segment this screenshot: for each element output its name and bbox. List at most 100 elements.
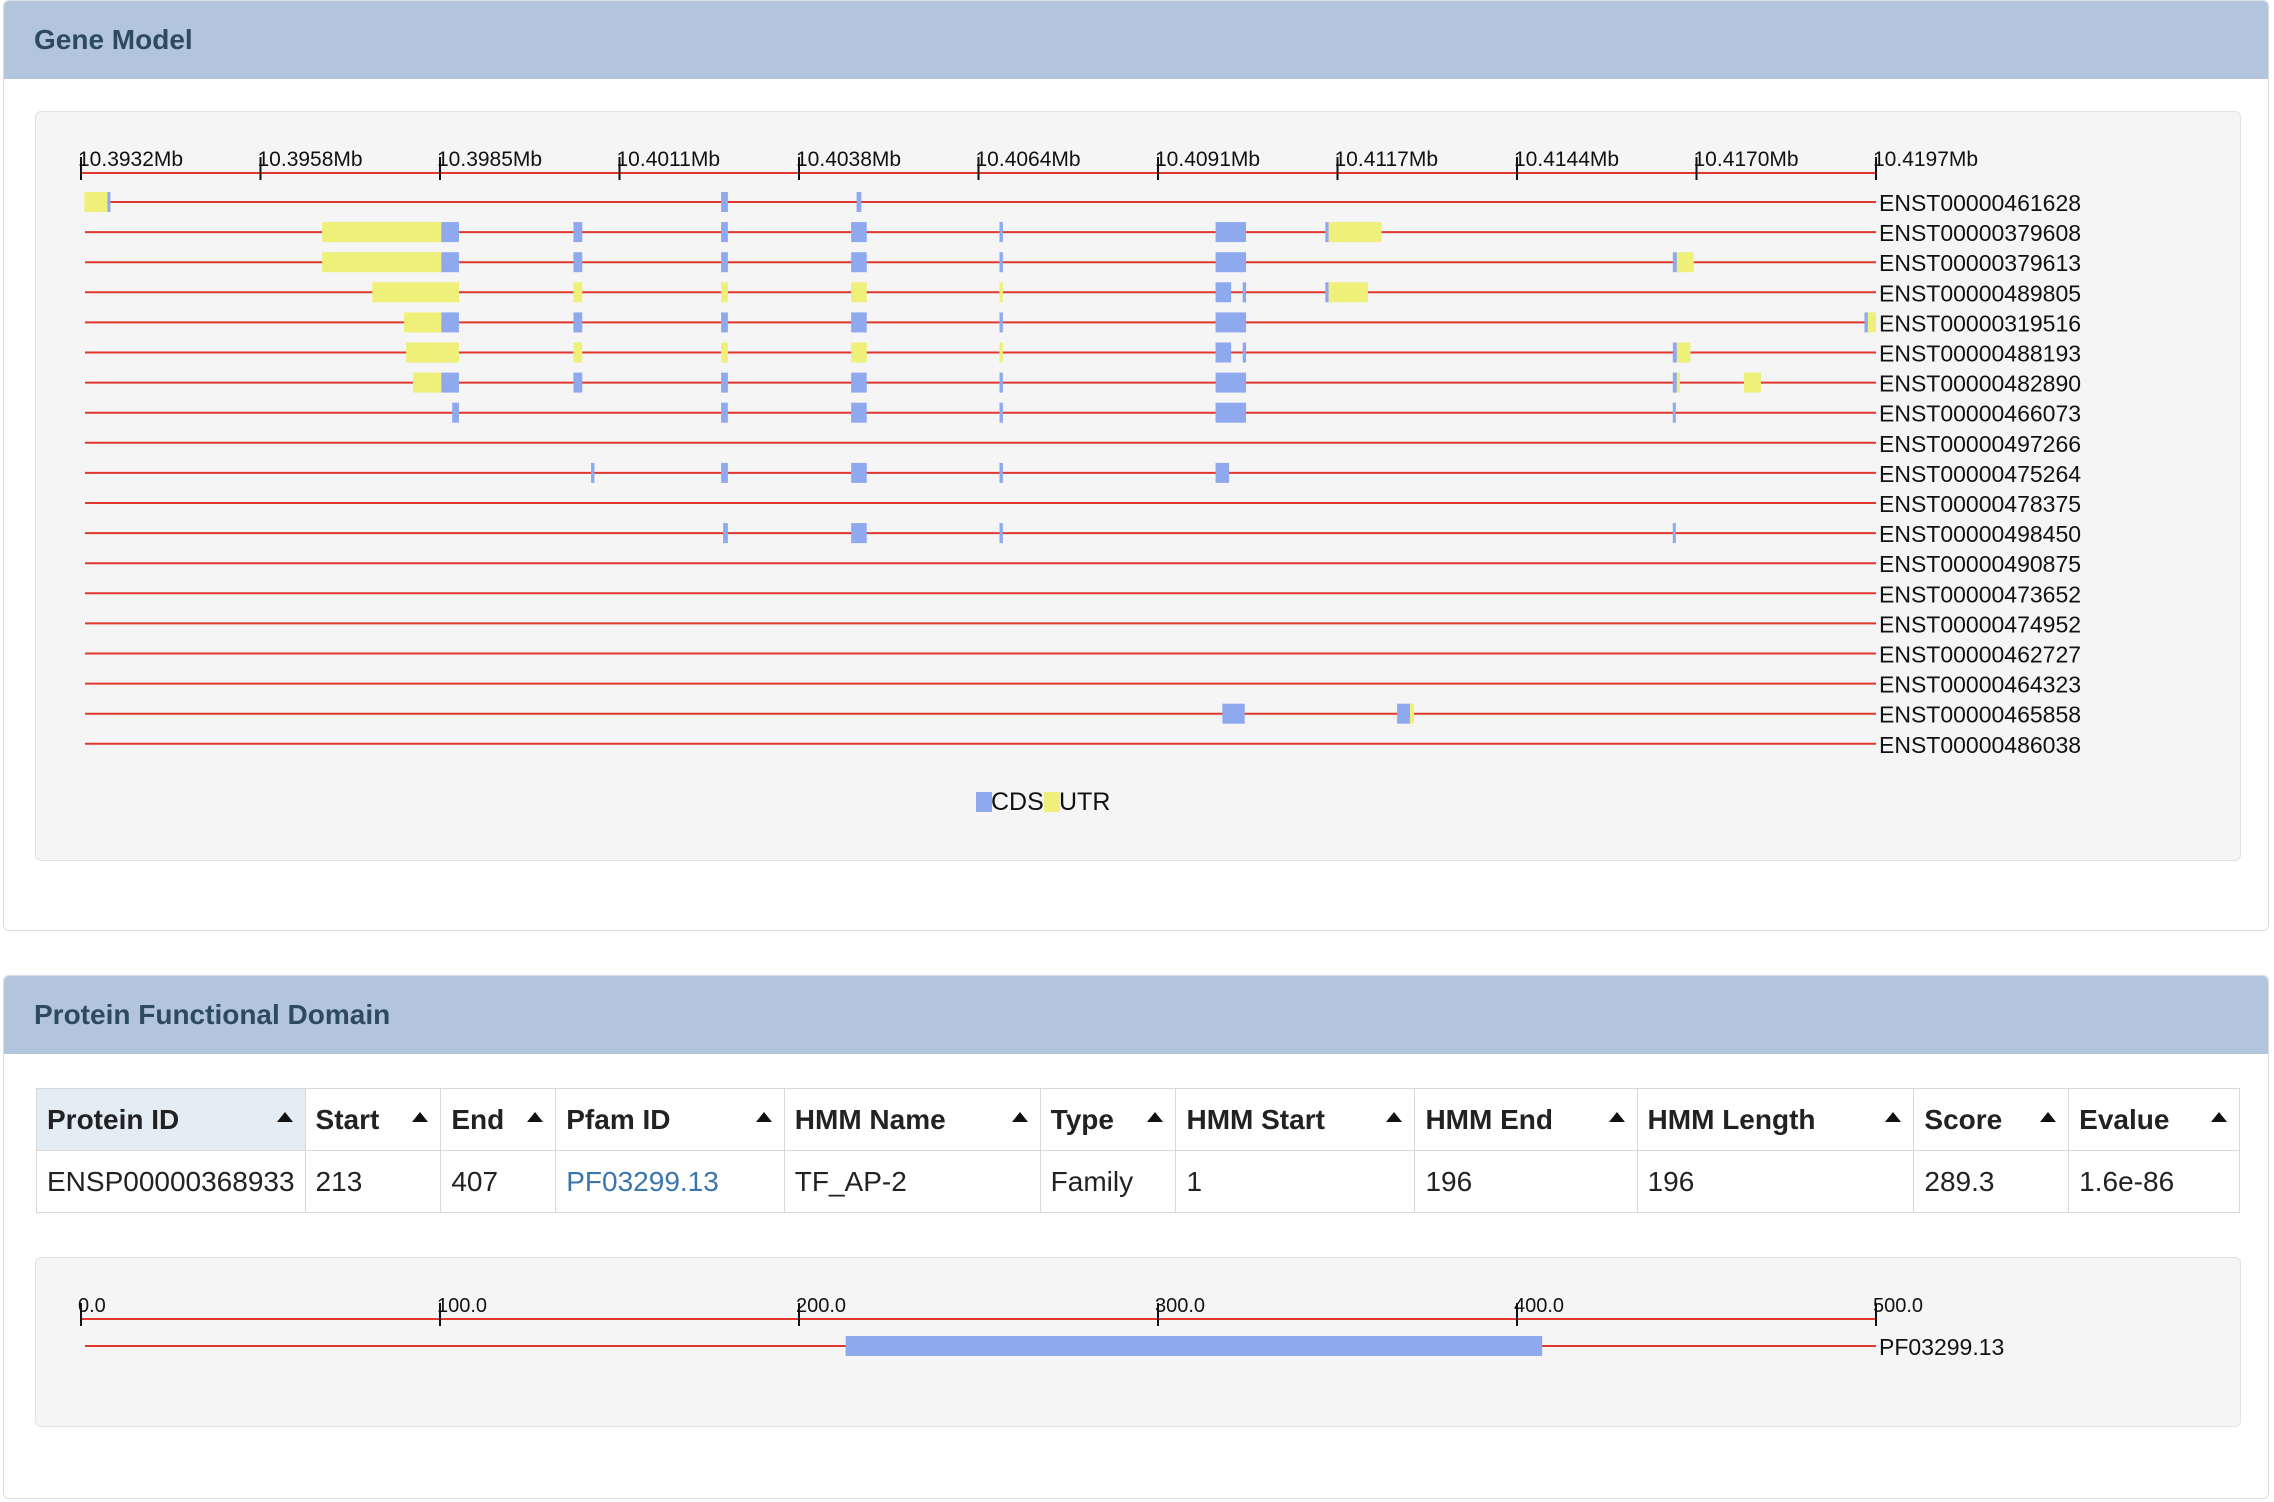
column-header-type[interactable]: Type — [1039, 1088, 1177, 1151]
column-header-label: Evalue — [2079, 1103, 2170, 1135]
column-header-evalue[interactable]: Evalue — [2068, 1088, 2240, 1151]
utr-exon — [999, 282, 1003, 303]
cds-exon — [999, 372, 1003, 393]
transcript-enst00000489805: ENST00000489805 — [85, 280, 2081, 306]
domain-axis-tick-label: 500.0 — [1873, 1295, 1923, 1317]
cds-exon — [721, 372, 728, 393]
domain-track-label: PF03299.13 — [1879, 1334, 2004, 1360]
transcript-label: ENST00000466073 — [1879, 401, 2081, 427]
utr-exon — [322, 222, 442, 243]
cell-start: 213 — [304, 1150, 442, 1213]
cds-exon — [1222, 703, 1245, 724]
column-header-end[interactable]: End — [440, 1088, 557, 1151]
column-header-pfam-id[interactable]: Pfam ID — [555, 1088, 785, 1151]
sort-arrow-icon[interactable] — [412, 1111, 429, 1122]
sort-arrow-icon[interactable] — [2211, 1111, 2227, 1122]
gene-model-header: Gene Model — [4, 1, 2268, 79]
transcript-enst00000461628: ENST00000461628 — [84, 190, 2081, 216]
column-header-protein-id[interactable]: Protein ID — [36, 1088, 306, 1151]
cds-exon — [1325, 282, 1329, 303]
column-header-score[interactable]: Score — [1913, 1088, 2070, 1151]
domain-track-chart: 0.0 100.0 200.0 300.0 400.0 500.0 PF03299.13 — [78, 1295, 2004, 1360]
utr-exon — [84, 192, 108, 212]
gene-axis-tick-label: 10.4064Mb — [976, 148, 1081, 171]
cds-exon — [999, 222, 1003, 243]
transcript-label: ENST00000319516 — [1879, 310, 2081, 336]
sort-arrow-icon[interactable] — [755, 1111, 772, 1122]
cds-exon — [452, 402, 459, 423]
cell-hmm-length: 196 — [1636, 1150, 1915, 1213]
transcript-enst00000462727: ENST00000462727 — [85, 642, 2081, 668]
cds-exon — [1864, 312, 1868, 333]
utr-exon — [1409, 703, 1415, 724]
cds-exon — [591, 462, 595, 483]
cell-end: 407 — [440, 1150, 557, 1213]
pfam-id-link[interactable]: PF03299.13 — [566, 1165, 719, 1197]
gene-axis-tick-label: 10.3932Mb — [78, 148, 183, 171]
legend-label-cds: CDS — [991, 788, 1044, 816]
cds-exon — [1397, 703, 1410, 724]
cds-exon — [1242, 342, 1247, 363]
column-header-hmm-length[interactable]: HMM Length — [1636, 1088, 1915, 1151]
column-header-label: Pfam ID — [566, 1103, 671, 1135]
utr-exon — [573, 342, 583, 363]
column-header-start[interactable]: Start — [304, 1088, 442, 1151]
gene-axis-tick-label: 10.3985Mb — [437, 148, 542, 171]
legend-label-utr: UTR — [1059, 788, 1110, 816]
column-header-hmm-name[interactable]: HMM Name — [783, 1088, 1041, 1151]
cds-exon — [1215, 462, 1230, 483]
cds-exon — [721, 192, 728, 212]
utr-exon — [412, 372, 442, 393]
transcript-enst00000486038: ENST00000486038 — [85, 732, 2081, 758]
cds-exon — [573, 252, 583, 273]
sort-arrow-icon[interactable] — [1147, 1111, 1164, 1122]
sort-arrow-icon[interactable] — [527, 1111, 544, 1122]
cds-exon — [441, 312, 459, 333]
utr-exon — [851, 282, 867, 303]
transcript-enst00000482890: ENST00000482890 — [85, 371, 2081, 397]
domain-axis-tick-label: 100.0 — [437, 1295, 487, 1317]
utr-exon — [1328, 222, 1382, 243]
utr-exon — [322, 252, 442, 273]
transcript-label: ENST00000464323 — [1879, 672, 2081, 698]
domain-track-well: 0.0 100.0 200.0 300.0 400.0 500.0 PF03299.13 — [35, 1257, 2241, 1427]
column-header-label: Score — [1924, 1103, 2003, 1135]
cds-exon — [1215, 402, 1247, 423]
gene-model-chart: 10.3932Mb 10.3958Mb 10.3985Mb 10.4011Mb 10.4… — [78, 148, 2081, 816]
sort-arrow-icon[interactable] — [1885, 1111, 1902, 1122]
table-row: ENSP00000368933 213 407 PF03299.13 TF_AP-2 Fa… — [36, 1150, 2240, 1213]
sort-arrow-icon[interactable] — [2040, 1111, 2057, 1122]
protein-domain-title: Protein Functional Domain — [34, 999, 391, 1030]
cds-exon — [573, 372, 583, 393]
gene-axis-tick-label: 10.4091Mb — [1155, 148, 1260, 171]
column-header-hmm-end[interactable]: HMM End — [1414, 1088, 1638, 1151]
legend-swatch-cds — [976, 792, 992, 812]
transcript-enst00000466073: ENST00000466073 — [85, 401, 2081, 427]
cell-hmm-start: 1 — [1175, 1150, 1416, 1213]
utr-exon — [1743, 372, 1761, 393]
sort-arrow-icon[interactable] — [276, 1111, 293, 1122]
sort-arrow-icon[interactable] — [1011, 1111, 1028, 1122]
transcript-enst00000488193: ENST00000488193 — [85, 341, 2081, 367]
sort-arrow-icon[interactable] — [1608, 1111, 1625, 1122]
cds-exon — [1215, 372, 1247, 393]
cell-hmm-name: TF_AP-2 — [783, 1150, 1041, 1213]
cds-exon — [1215, 282, 1232, 303]
sort-arrow-icon[interactable] — [1386, 1111, 1403, 1122]
transcript-label: ENST00000379613 — [1879, 250, 2081, 276]
cds-exon — [1672, 342, 1677, 363]
utr-exon — [1676, 252, 1694, 273]
cds-exon — [851, 462, 867, 483]
transcript-label: ENST00000488193 — [1879, 341, 2081, 367]
protein-domain-panel: Protein Functional Domain Protein ID Star… — [3, 975, 2269, 1499]
cds-exon — [573, 222, 583, 243]
utr-exon — [721, 282, 728, 303]
transcript-label: ENST00000497266 — [1879, 431, 2081, 457]
cds-exon — [723, 523, 728, 544]
gene-model-well: 10.3932Mb 10.3958Mb 10.3985Mb 10.4011Mb 10.4… — [35, 111, 2241, 861]
transcript-enst00000490875: ENST00000490875 — [85, 551, 2081, 577]
utr-exon — [999, 342, 1003, 363]
column-header-hmm-start[interactable]: HMM Start — [1175, 1088, 1416, 1151]
transcript-enst00000473652: ENST00000473652 — [85, 581, 2081, 607]
column-header-label: Start — [315, 1103, 380, 1135]
